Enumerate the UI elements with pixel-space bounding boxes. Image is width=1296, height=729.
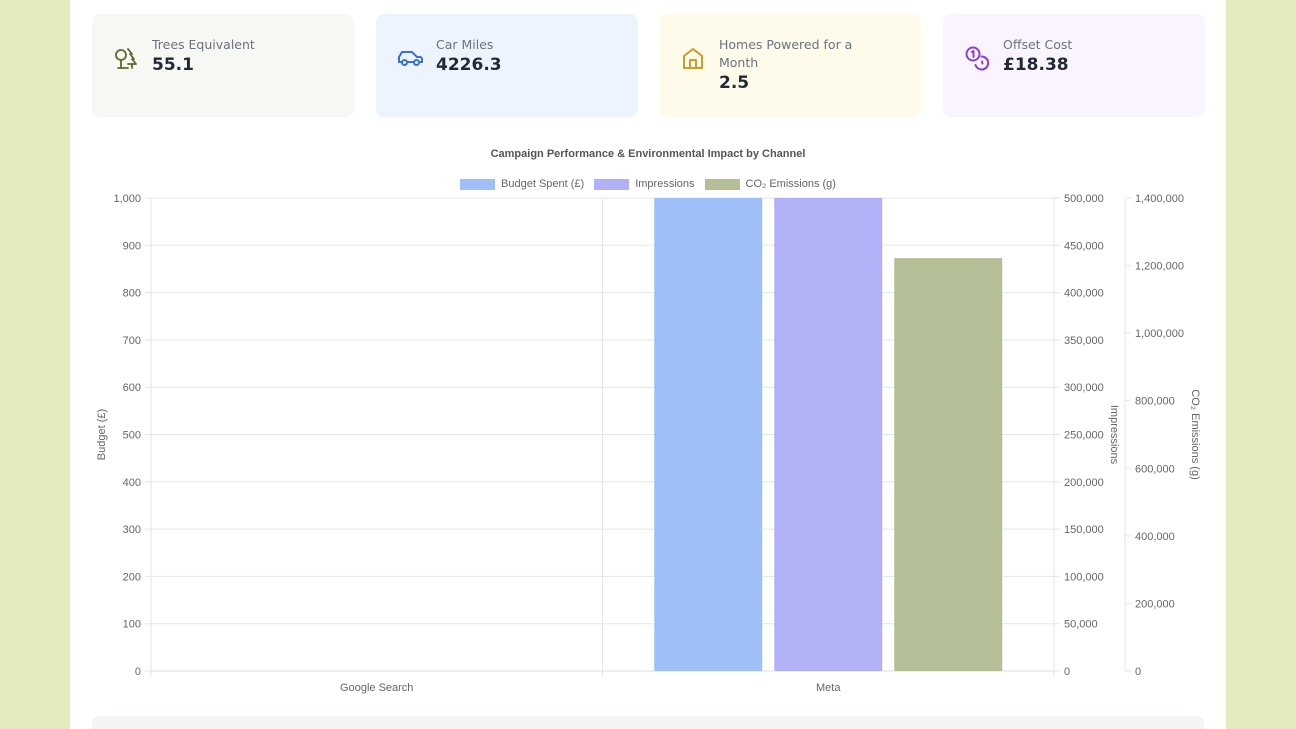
stat-card-home: Homes Powered for a Month 2.5 xyxy=(659,14,921,117)
legend-label-impressions: Impressions xyxy=(635,178,695,190)
content-panel xyxy=(70,0,1226,729)
stat-card-car: Car Miles 4226.3 xyxy=(376,14,638,117)
next-section-edge xyxy=(92,716,1204,729)
legend-item-co2[interactable]: CO₂ Emissions (g) xyxy=(704,178,836,190)
stat-value: £18.38 xyxy=(1003,55,1069,75)
stat-value: 4226.3 xyxy=(436,55,502,75)
stat-label: Car Miles xyxy=(436,37,494,52)
car-icon xyxy=(396,44,424,72)
coins-icon xyxy=(963,44,991,72)
legend-swatch-budget xyxy=(460,178,496,190)
stat-label: Offset Cost xyxy=(1003,37,1073,52)
legend-swatch-impressions xyxy=(594,178,630,190)
home-icon xyxy=(679,44,707,72)
stat-label: Homes Powered for a Month xyxy=(719,37,853,70)
legend-label-co2: CO₂ Emissions (g) xyxy=(745,178,836,190)
chart-title: Campaign Performance & Environmental Imp… xyxy=(490,148,806,160)
tree-icon xyxy=(112,44,140,72)
stat-card-coins: Offset Cost £18.38 xyxy=(943,14,1205,117)
legend-item-budget[interactable]: Budget Spent (£) xyxy=(460,178,584,190)
stat-label: Trees Equivalent xyxy=(152,37,255,52)
stat-card-tree: Trees Equivalent 55.1 xyxy=(92,14,354,117)
chart-legend: Budget Spent (£) Impressions CO₂ Emissio… xyxy=(0,178,1296,190)
legend-item-impressions[interactable]: Impressions xyxy=(594,178,695,190)
legend-label-budget: Budget Spent (£) xyxy=(501,178,585,190)
stat-value: 55.1 xyxy=(152,55,194,75)
legend-swatch-co2 xyxy=(704,178,740,190)
stat-value: 2.5 xyxy=(719,73,750,93)
